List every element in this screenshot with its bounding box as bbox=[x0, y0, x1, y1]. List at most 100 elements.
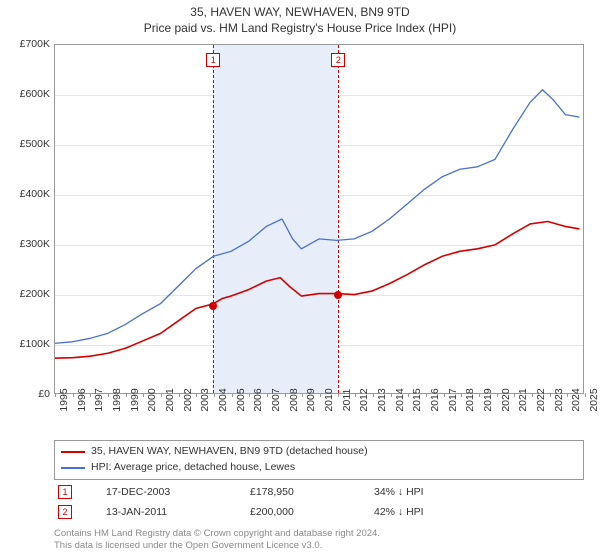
sale-dot bbox=[334, 291, 342, 299]
x-tick-label: 2018 bbox=[464, 388, 476, 411]
chart-figure: 35, HAVEN WAY, NEWHAVEN, BN9 9TD Price p… bbox=[0, 0, 600, 560]
y-tick-label: £700K bbox=[0, 38, 50, 50]
x-tick-label: 1996 bbox=[76, 388, 88, 411]
y-tick-label: £200K bbox=[0, 288, 50, 300]
legend-swatch bbox=[61, 451, 85, 453]
x-tick bbox=[426, 393, 427, 397]
series-hpi bbox=[55, 90, 579, 344]
x-tick bbox=[408, 393, 409, 397]
x-tick bbox=[73, 393, 74, 397]
x-tick bbox=[196, 393, 197, 397]
x-tick bbox=[143, 393, 144, 397]
x-tick bbox=[108, 393, 109, 397]
legend: 35, HAVEN WAY, NEWHAVEN, BN9 9TD (detach… bbox=[54, 440, 584, 480]
y-tick-label: £0 bbox=[0, 388, 50, 400]
legend-swatch bbox=[61, 467, 85, 469]
sales-table: 1 17-DEC-2003 £178,950 34% ↓ HPI 2 13-JAN-201… bbox=[54, 482, 584, 522]
x-tick bbox=[373, 393, 374, 397]
x-tick-label: 2014 bbox=[394, 388, 406, 411]
x-tick-label: 2023 bbox=[553, 388, 565, 411]
y-tick-label: £500K bbox=[0, 138, 50, 150]
x-tick bbox=[479, 393, 480, 397]
sale-date: 13-JAN-2011 bbox=[106, 506, 216, 518]
x-tick bbox=[161, 393, 162, 397]
x-tick-label: 2013 bbox=[376, 388, 388, 411]
x-tick bbox=[338, 393, 339, 397]
y-tick-label: £100K bbox=[0, 338, 50, 350]
x-tick-label: 2020 bbox=[500, 388, 512, 411]
title-subtitle: Price paid vs. HM Land Registry's House … bbox=[0, 20, 600, 36]
attribution-line1: Contains HM Land Registry data © Crown c… bbox=[54, 528, 584, 540]
y-tick-label: £600K bbox=[0, 88, 50, 100]
sale-dot bbox=[209, 302, 217, 310]
x-tick bbox=[302, 393, 303, 397]
y-tick-label: £300K bbox=[0, 238, 50, 250]
sale-row-marker: 2 bbox=[58, 505, 72, 519]
title-block: 35, HAVEN WAY, NEWHAVEN, BN9 9TD Price p… bbox=[0, 0, 600, 36]
x-tick bbox=[55, 393, 56, 397]
x-tick-label: 2001 bbox=[164, 388, 176, 411]
title-address: 35, HAVEN WAY, NEWHAVEN, BN9 9TD bbox=[0, 4, 600, 20]
series-price_paid bbox=[55, 221, 579, 358]
x-tick-label: 2021 bbox=[517, 388, 529, 411]
x-tick bbox=[514, 393, 515, 397]
x-tick-label: 2000 bbox=[146, 388, 158, 411]
series-lines bbox=[55, 45, 583, 393]
attribution: Contains HM Land Registry data © Crown c… bbox=[54, 528, 584, 553]
sale-delta: 34% ↓ HPI bbox=[374, 486, 424, 498]
x-tick bbox=[214, 393, 215, 397]
x-tick-label: 2012 bbox=[358, 388, 370, 411]
x-tick-label: 2019 bbox=[482, 388, 494, 411]
x-tick bbox=[497, 393, 498, 397]
x-tick-label: 2017 bbox=[447, 388, 459, 411]
attribution-line2: This data is licensed under the Open Gov… bbox=[54, 540, 584, 552]
x-tick-label: 2008 bbox=[288, 388, 300, 411]
legend-item-hpi: HPI: Average price, detached house, Lewe… bbox=[61, 460, 577, 476]
sale-price: £178,950 bbox=[250, 486, 340, 498]
legend-label: 35, HAVEN WAY, NEWHAVEN, BN9 9TD (detach… bbox=[91, 444, 368, 460]
x-tick-label: 1998 bbox=[111, 388, 123, 411]
x-tick-label: 2002 bbox=[182, 388, 194, 411]
x-tick-label: 2003 bbox=[199, 388, 211, 411]
sale-price: £200,000 bbox=[250, 506, 340, 518]
x-tick-label: 2011 bbox=[341, 389, 353, 412]
x-tick-label: 2025 bbox=[588, 388, 600, 411]
y-tick-label: £400K bbox=[0, 188, 50, 200]
x-tick bbox=[285, 393, 286, 397]
x-tick bbox=[585, 393, 586, 397]
x-tick bbox=[232, 393, 233, 397]
x-tick-label: 2004 bbox=[217, 388, 229, 411]
x-tick-label: 2015 bbox=[411, 388, 423, 411]
x-tick-label: 2005 bbox=[235, 388, 247, 411]
x-tick-label: 1999 bbox=[129, 388, 141, 411]
x-tick-label: 2022 bbox=[535, 388, 547, 411]
x-tick bbox=[90, 393, 91, 397]
x-tick bbox=[126, 393, 127, 397]
x-tick-label: 2007 bbox=[270, 388, 282, 411]
x-tick-label: 2016 bbox=[429, 388, 441, 411]
sale-date: 17-DEC-2003 bbox=[106, 486, 216, 498]
sale-delta: 42% ↓ HPI bbox=[374, 506, 424, 518]
plot-area: 12 bbox=[54, 44, 584, 394]
legend-item-price_paid: 35, HAVEN WAY, NEWHAVEN, BN9 9TD (detach… bbox=[61, 444, 577, 460]
x-tick bbox=[461, 393, 462, 397]
x-tick bbox=[267, 393, 268, 397]
x-tick bbox=[567, 393, 568, 397]
legend-label: HPI: Average price, detached house, Lewe… bbox=[91, 460, 295, 476]
x-tick-label: 1997 bbox=[93, 388, 105, 411]
sale-row-marker: 1 bbox=[58, 485, 72, 499]
x-tick bbox=[249, 393, 250, 397]
x-tick bbox=[320, 393, 321, 397]
x-tick-label: 2006 bbox=[252, 388, 264, 411]
sale-row-2: 2 13-JAN-2011 £200,000 42% ↓ HPI bbox=[54, 502, 584, 522]
x-tick-label: 1995 bbox=[58, 388, 70, 411]
x-tick-label: 2024 bbox=[570, 388, 582, 411]
sale-row-1: 1 17-DEC-2003 £178,950 34% ↓ HPI bbox=[54, 482, 584, 502]
x-tick bbox=[355, 393, 356, 397]
x-tick bbox=[532, 393, 533, 397]
x-tick bbox=[179, 393, 180, 397]
x-tick bbox=[391, 393, 392, 397]
x-tick-label: 2010 bbox=[323, 388, 335, 411]
x-tick bbox=[444, 393, 445, 397]
x-tick-label: 2009 bbox=[305, 388, 317, 411]
